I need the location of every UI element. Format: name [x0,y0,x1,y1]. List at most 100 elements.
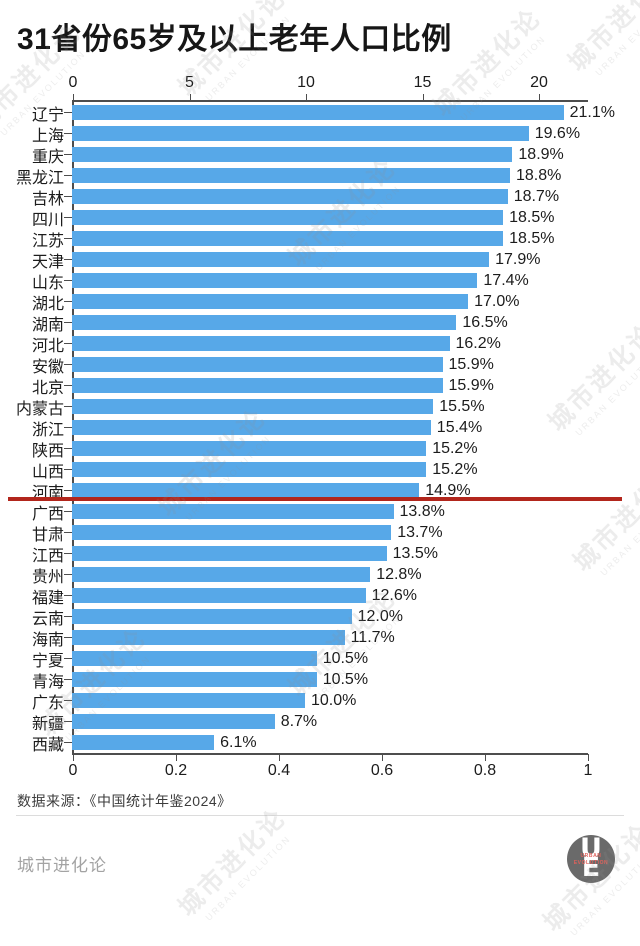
y-axis-tick-mark [64,678,72,681]
value-label: 13.5% [392,544,438,562]
bar-track: 10.0% [72,690,640,711]
bar-track: 16.5% [72,312,640,333]
value-label: 18.5% [509,208,555,226]
province-label: 天津 [31,253,64,271]
bar-row: 上海 19.6% [0,123,640,145]
ue-logo-caption-line2: EVOLUTION [573,859,609,866]
y-axis-tick-mark [64,216,72,219]
bar-row: 宁夏 10.5% [0,648,640,670]
top-axis-tick-label: 10 [297,74,315,91]
bar-row: 甘肃 13.7% [0,522,640,544]
bottom-axis-tick-mark [279,754,281,761]
bar-row: 福建 12.6% [0,585,640,607]
y-axis-tick-mark [64,657,72,660]
y-axis-tick-mark [64,489,72,492]
bottom-axis-tick-mark [382,754,384,761]
y-axis-tick-mark [64,636,72,639]
bar [72,420,431,435]
bar [72,357,443,372]
ue-logo-caption: URBAN EVOLUTION [567,853,615,866]
bar-track: 18.5% [72,207,640,228]
bottom-axis-tick-mark [73,754,75,761]
footer-divider [16,815,624,816]
bar [72,315,457,330]
value-label: 15.4% [436,418,483,436]
y-axis-tick-mark [64,615,72,618]
ue-logo-letter-u: U [580,835,602,864]
value-label: 17.4% [483,271,529,289]
top-axis-tick-mark [73,94,75,101]
y-axis-tick-mark [64,552,72,555]
bar-row: 河北 16.2% [0,333,640,355]
y-axis-tick-mark [64,132,72,135]
bar-row: 新疆 8.7% [0,711,640,733]
value-label: 14.9% [425,481,471,499]
bar-track: 15.9% [72,354,640,375]
bar-row: 青海 10.5% [0,669,640,691]
bar-track: 15.4% [72,417,640,438]
bar [72,672,317,687]
y-axis-tick-mark [64,384,72,387]
bar [72,168,510,183]
bar-track: 12.6% [72,585,640,606]
bar-row: 云南 12.0% [0,606,640,628]
bottom-axis-tick-label: 0.8 [473,762,497,779]
bar-track: 17.0% [72,291,640,312]
bottom-axis-tick-label: 0.4 [267,762,291,779]
value-label: 18.7% [513,187,560,205]
bar [72,483,420,498]
y-axis-tick-mark [64,510,72,513]
top-axis-tick-label: 5 [185,74,194,91]
province-label: 宁夏 [31,652,64,670]
bar-row: 江西 13.5% [0,543,640,565]
y-axis-tick-mark [64,573,72,576]
bar-track: 21.1% [72,102,640,123]
province-label: 海南 [31,631,64,649]
y-axis-tick-mark [64,111,72,114]
top-axis-tick-label: 15 [413,74,432,91]
bar [72,399,434,414]
bar-row: 河南 14.9% [0,480,640,502]
bar [72,441,427,456]
bar-row: 天津 17.9% [0,249,640,271]
bar [72,210,504,225]
y-axis-tick-mark [64,531,72,534]
bar [72,336,450,351]
watermark-cn-text: 城市进化论 [173,803,292,922]
bar [72,735,215,750]
bar-row: 浙江 15.4% [0,417,640,439]
bar-row: 西藏 6.1% [0,732,640,754]
bar-track: 19.6% [72,123,640,144]
bar-row: 山东 17.4% [0,270,640,292]
province-label: 青海 [31,673,64,691]
province-label: 吉林 [31,190,64,208]
bar-row: 贵州 12.8% [0,564,640,586]
value-label: 15.2% [432,439,478,457]
top-axis-tick-mark [422,94,424,101]
bar [72,252,490,267]
value-label: 10.5% [322,649,369,667]
bar-row: 山西 15.2% [0,459,640,481]
bar-row: 黑龙江 18.8% [0,165,640,187]
bar-track: 12.8% [72,564,640,585]
province-label: 上海 [31,127,64,145]
page-title: 31省份65岁及以上老年人口比例 [17,23,452,56]
province-label: 河北 [31,337,64,355]
bar-track: 16.2% [72,333,640,354]
province-label: 浙江 [31,421,64,439]
value-label: 13.7% [397,523,443,541]
bar-track: 13.8% [72,501,640,522]
province-label: 北京 [31,379,64,397]
bar-row: 北京 15.9% [0,375,640,397]
bar-track: 12.0% [72,606,640,627]
province-label: 安徽 [31,358,64,376]
value-label: 12.8% [376,565,422,583]
bar [72,630,345,645]
province-label: 重庆 [31,148,64,166]
bar-track: 18.5% [72,228,640,249]
value-label: 15.9% [448,376,494,394]
bar [72,714,275,729]
bar-row: 湖北 17.0% [0,291,640,313]
